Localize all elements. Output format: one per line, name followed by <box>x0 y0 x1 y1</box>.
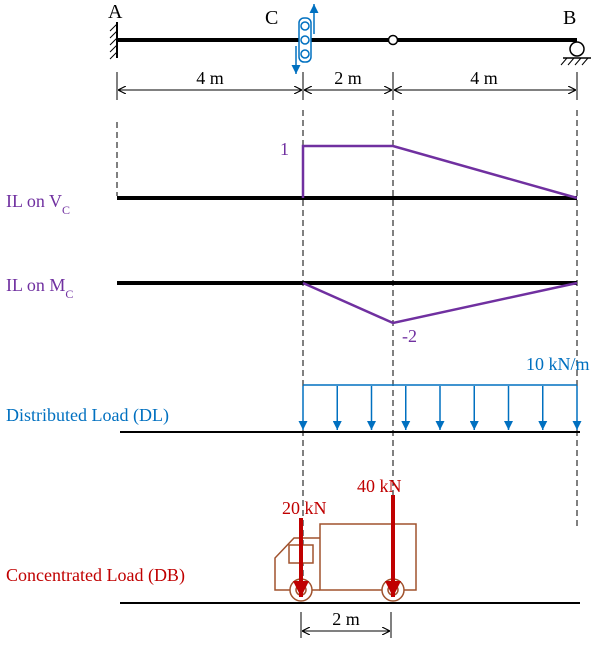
db-label: Concentrated Load (DB) <box>6 565 185 586</box>
il-vc-curve <box>301 144 578 200</box>
dl-intensity-label: 10 kN/m <box>526 354 590 374</box>
il-mc-min-label: -2 <box>402 326 417 346</box>
beam-structure: A C B <box>108 1 591 74</box>
il-mc-curve <box>302 281 578 325</box>
dl-label: Distributed Load (DL) <box>6 405 169 426</box>
il-moment-c: -2 IL on MC <box>6 275 578 346</box>
support-b-label: B <box>563 7 576 29</box>
rear-axle-label: 20 kN <box>282 498 327 518</box>
distributed-load: 10 kN/m Distributed Load (DL) <box>6 354 590 433</box>
il-mc-label: IL on MC <box>6 275 73 301</box>
il-vc-label: IL on VC <box>6 191 70 217</box>
front-axle-label: 40 kN <box>357 476 402 496</box>
internal-hinge <box>387 34 399 46</box>
span-dimensions: 4 m 2 m 4 m <box>116 68 578 100</box>
axle-spacing-label: 2 m <box>332 609 360 629</box>
span-hinge-b-label: 4 m <box>470 68 498 88</box>
shear-release-c <box>291 4 319 74</box>
projection-lines <box>116 110 578 600</box>
il-shear-c: 1 IL on VC <box>6 139 578 217</box>
span-ac-label: 4 m <box>196 68 224 88</box>
roller-support-b <box>560 41 591 66</box>
il-vc-peak-label: 1 <box>280 139 289 159</box>
fixed-support-a <box>109 22 118 60</box>
span-c-hinge-label: 2 m <box>334 68 362 88</box>
support-a-label: A <box>108 1 123 23</box>
point-c-label: C <box>265 7 278 29</box>
dl-arrows <box>298 386 582 430</box>
concentrated-load: 20 kN 40 kN Concentrated Load (DB) 2 m <box>6 476 580 638</box>
